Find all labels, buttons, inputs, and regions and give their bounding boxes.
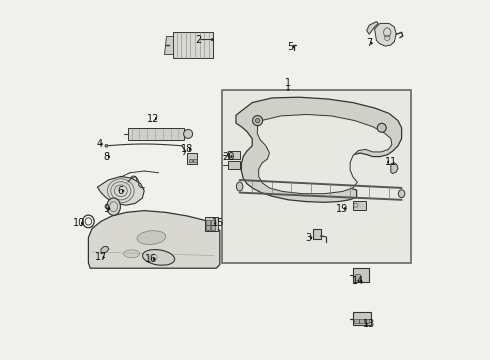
Text: 3: 3: [305, 233, 311, 243]
Bar: [206, 220, 210, 225]
Bar: [211, 220, 216, 225]
Polygon shape: [391, 163, 398, 174]
Polygon shape: [367, 22, 378, 34]
Ellipse shape: [137, 231, 166, 244]
Ellipse shape: [255, 118, 260, 123]
Bar: [128, 128, 184, 140]
Text: 1: 1: [285, 78, 291, 88]
Text: 18: 18: [181, 144, 194, 154]
Bar: [221, 90, 411, 263]
Text: 12: 12: [147, 114, 159, 124]
Text: 9: 9: [103, 204, 109, 214]
Bar: [228, 151, 240, 159]
Text: 17: 17: [95, 252, 107, 262]
Bar: [228, 161, 240, 169]
Ellipse shape: [252, 116, 263, 126]
Ellipse shape: [398, 190, 405, 198]
Text: 11: 11: [385, 157, 397, 167]
Ellipse shape: [123, 250, 140, 258]
Text: 2: 2: [195, 35, 201, 45]
Text: 7: 7: [366, 38, 372, 48]
Text: 10: 10: [74, 218, 86, 228]
Bar: [189, 159, 193, 162]
Polygon shape: [374, 23, 396, 46]
Polygon shape: [257, 114, 392, 194]
Text: 14: 14: [352, 276, 365, 286]
Bar: [353, 201, 366, 210]
Text: 8: 8: [103, 152, 109, 162]
Text: 16: 16: [145, 254, 157, 264]
Bar: [206, 225, 210, 230]
Bar: [187, 153, 197, 164]
Text: 15: 15: [212, 218, 224, 228]
Bar: [353, 268, 369, 282]
Ellipse shape: [143, 249, 174, 265]
Text: 20: 20: [222, 152, 235, 162]
Text: 19: 19: [336, 204, 348, 214]
Polygon shape: [101, 247, 109, 254]
Polygon shape: [164, 36, 173, 54]
Polygon shape: [236, 97, 402, 202]
Text: 6: 6: [118, 186, 124, 196]
Polygon shape: [98, 176, 144, 205]
Bar: [353, 312, 371, 325]
Ellipse shape: [107, 198, 121, 215]
Bar: [360, 319, 364, 323]
Ellipse shape: [236, 182, 243, 191]
Text: 5: 5: [287, 42, 293, 52]
Ellipse shape: [377, 123, 386, 132]
Text: 13: 13: [363, 319, 375, 329]
Bar: [355, 274, 360, 280]
Bar: [314, 229, 320, 239]
Bar: [205, 217, 219, 231]
Bar: [354, 319, 359, 323]
Ellipse shape: [105, 144, 108, 147]
Bar: [193, 159, 197, 162]
Polygon shape: [88, 211, 220, 268]
Ellipse shape: [184, 129, 193, 138]
Bar: [365, 319, 369, 323]
Bar: [211, 225, 216, 230]
Text: 4: 4: [96, 139, 102, 149]
Bar: [173, 32, 213, 58]
